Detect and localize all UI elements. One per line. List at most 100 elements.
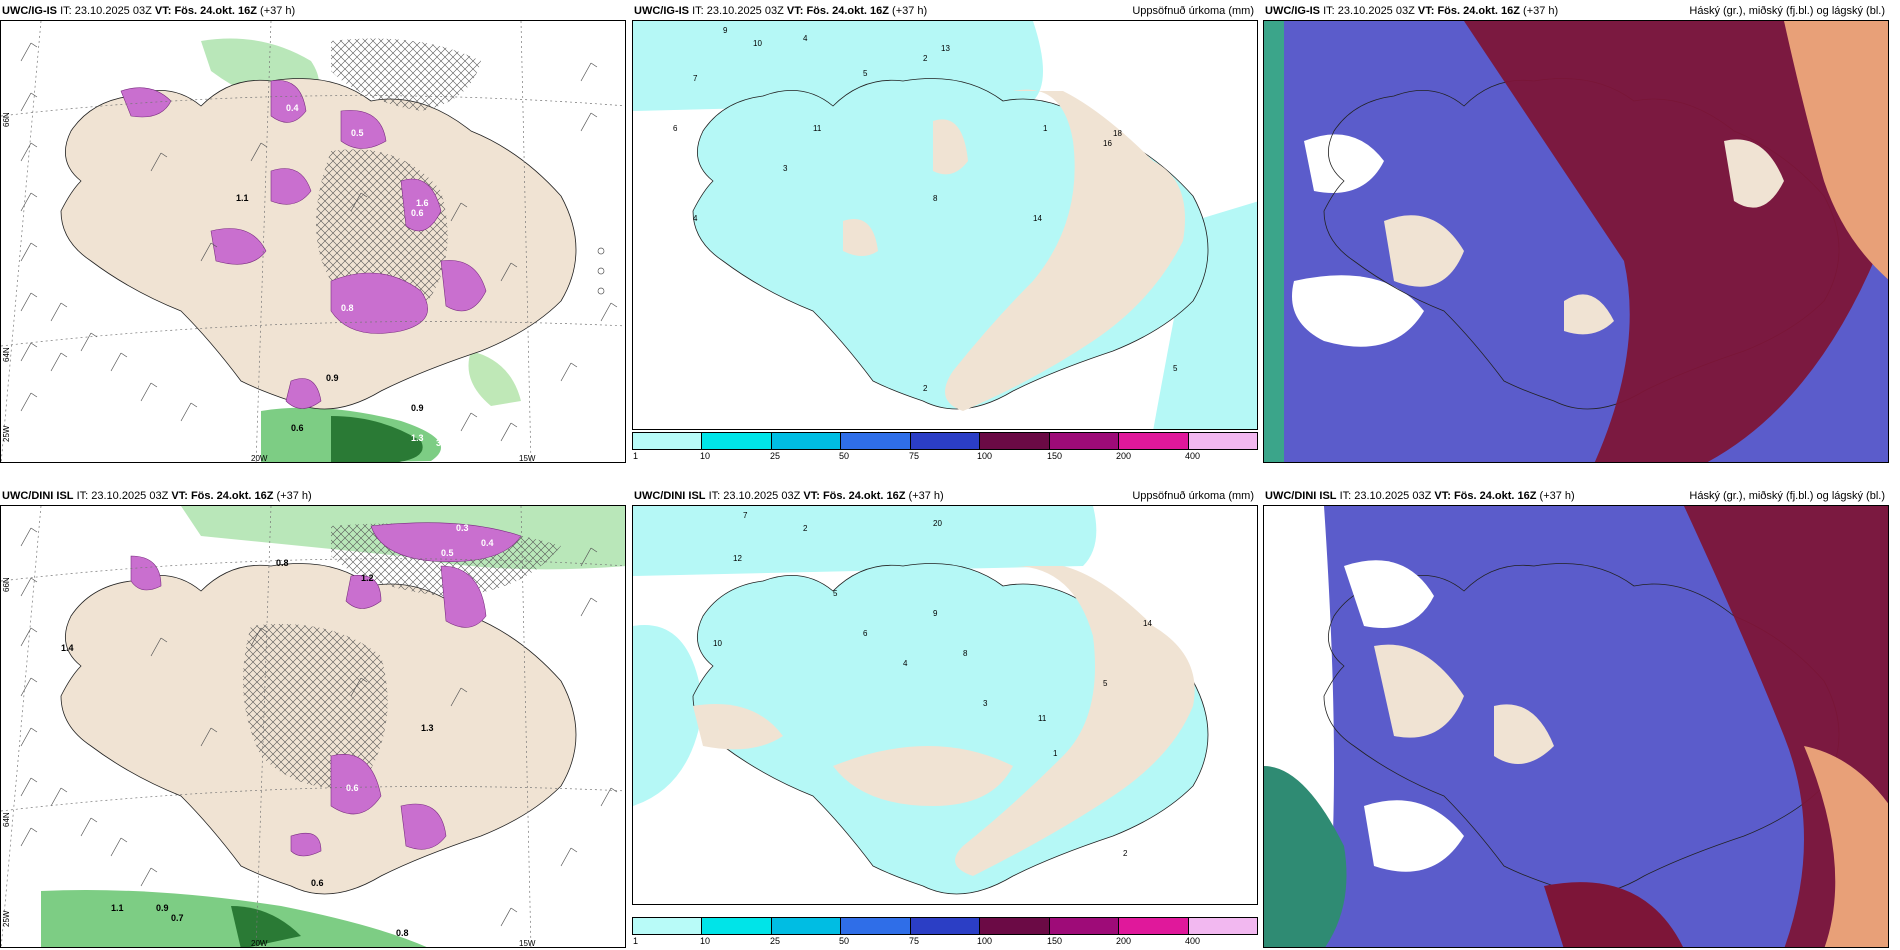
value-label: 1.3 (421, 723, 434, 733)
precip-colorbar: 1 10 25 50 75 100 150 200 400 (632, 917, 1258, 946)
precip-value: 6 (863, 629, 868, 638)
colorbar-label: 100 (977, 936, 993, 946)
precip-value: 7 (743, 511, 748, 520)
value-label: 0.9 (156, 903, 169, 913)
panel-bot-precip: UWC/DINI ISL IT: 23.10.2025 03Z VT: Fös.… (632, 485, 1258, 950)
value-label: 0.6 (311, 878, 324, 888)
colorbar-swatch (771, 433, 842, 449)
precip-value: 4 (903, 659, 908, 668)
value-label: 0.7 (171, 913, 184, 923)
value-label: 1.6 (416, 198, 429, 208)
precip-value: 13 (941, 44, 950, 53)
precip-value: 5 (1173, 364, 1178, 373)
colorbar-label: 75 (909, 451, 920, 461)
panel-top-wind: UWC/IG-IS IT: 23.10.2025 03Z VT: Fös. 24… (0, 0, 626, 465)
value-label: 3.6 (436, 438, 449, 448)
value-label: 0.6 (346, 783, 359, 793)
colorbar-swatch (1119, 918, 1189, 934)
lat-label: 64N (2, 347, 11, 362)
colorbar-swatch (1049, 918, 1120, 934)
colorbar-label: 25 (770, 936, 781, 946)
precip-value: 14 (1143, 619, 1152, 628)
lat-label: 64N (2, 812, 11, 827)
panel-title: UWC/IG-IS IT: 23.10.2025 03Z VT: Fös. 24… (634, 5, 928, 17)
colorbar-swatch (1188, 433, 1257, 449)
colorbar-label: 150 (1047, 451, 1063, 461)
colorbar-swatch (910, 918, 981, 934)
precip-colorbar: 1 10 25 50 75 100 150 200 400 (632, 432, 1258, 461)
colorbar-swatch (841, 433, 911, 449)
colorbar-label: 25 (770, 451, 781, 461)
value-label: 0.4 (481, 538, 494, 548)
precip-value: 2 (1123, 849, 1128, 858)
value-label: 0.8 (396, 928, 409, 938)
lat-label: 66N (2, 112, 11, 127)
precip-value: 2 (923, 54, 928, 63)
value-label: 0.3 (456, 523, 469, 533)
value-label: 0.6 (411, 208, 424, 218)
colorbar-label: 50 (839, 936, 850, 946)
value-label: 1.1 (236, 193, 249, 203)
value-label: 0.9 (411, 403, 424, 413)
lon-label: 25W (2, 425, 11, 442)
lon-label: 20W (251, 454, 268, 463)
panel-subtitle: Háský (gr.), miðský (fj.bl.) og lágský (… (1689, 490, 1885, 502)
precip-value: 20 (933, 519, 942, 528)
colorbar-swatch (841, 918, 911, 934)
colorbar-swatch (1119, 433, 1189, 449)
colorbar-swatch (771, 918, 842, 934)
precip-value: 8 (933, 194, 938, 203)
value-label: 0.8 (276, 558, 289, 568)
precip-value: 12 (733, 554, 742, 563)
value-label: 0.4 (286, 103, 299, 113)
colorbar-label: 10 (700, 451, 711, 461)
precip-map-bottom[interactable]: 2 7 20 12 10 5 6 4 3 1 11 14 9 8 5 2 (632, 505, 1258, 905)
precip-value: 6 (673, 124, 678, 133)
precip-map-top[interactable]: 9 10 4 13 7 6 5 2 3 8 11 14 16 18 1 4 5 … (632, 20, 1258, 430)
lon-label: 15W (519, 454, 536, 463)
wind-map-top[interactable]: 0.4 0.5 0.6 0.8 0.9 1.1 1.3 1.6 2.4 3.6 … (0, 20, 626, 463)
precip-value: 5 (863, 69, 868, 78)
precip-value: 9 (723, 26, 728, 35)
precip-value: 9 (933, 609, 938, 618)
colorbar-label: 400 (1185, 451, 1201, 461)
panel-subtitle: Háský (gr.), miðský (fj.bl.) og lágský (… (1689, 5, 1885, 17)
precip-value: 5 (833, 589, 838, 598)
colorbar-swatch (702, 918, 772, 934)
colorbar-swatch (633, 918, 703, 934)
panel-title: UWC/IG-IS IT: 23.10.2025 03Z VT: Fös. 24… (2, 5, 296, 17)
cloud-map-bottom[interactable] (1263, 505, 1889, 948)
precip-value: 4 (803, 34, 808, 43)
precip-value: 1 (1043, 124, 1048, 133)
panel-subtitle: Uppsöfnuð úrkoma (mm) (1132, 5, 1254, 17)
precip-value: 4 (693, 214, 698, 223)
colorbar-swatch (633, 433, 703, 449)
value-label: 0.8 (341, 303, 354, 313)
colorbar-swatch (1049, 433, 1120, 449)
panel-subtitle: Uppsöfnuð úrkoma (mm) (1132, 490, 1254, 502)
colorbar-swatch (1188, 918, 1257, 934)
precip-value: 8 (963, 649, 968, 658)
colorbar-label: 50 (839, 451, 850, 461)
panel-title: UWC/DINI ISL IT: 23.10.2025 03Z VT: Fös.… (1265, 490, 1575, 502)
lon-label: 15W (519, 939, 536, 948)
cloud-map-top[interactable] (1263, 20, 1889, 463)
wind-map-bottom[interactable]: 0.3 0.4 0.5 0.6 0.8 1.2 1.3 1.4 1.1 0.9 … (0, 505, 626, 948)
precip-value: 11 (1038, 714, 1047, 723)
colorbar-label: 75 (909, 936, 920, 946)
colorbar-swatch (910, 433, 981, 449)
precip-value: 3 (783, 164, 788, 173)
value-label: 0.9 (326, 373, 339, 383)
value-label: 0.5 (441, 548, 454, 558)
precip-value: 10 (753, 39, 762, 48)
value-label: 1.2 (361, 573, 374, 583)
precip-value: 3 (983, 699, 988, 708)
panel-top-cloud: UWC/IG-IS IT: 23.10.2025 03Z VT: Fös. 24… (1263, 0, 1889, 465)
panel-bot-wind: UWC/DINI ISL IT: 23.10.2025 03Z VT: Fös.… (0, 485, 626, 950)
precip-value: 16 (1103, 139, 1112, 148)
colorbar-label: 150 (1047, 936, 1063, 946)
colorbar-label: 1 (633, 936, 639, 946)
value-label: 0.6 (291, 423, 304, 433)
panel-bot-cloud: UWC/DINI ISL IT: 23.10.2025 03Z VT: Fös.… (1263, 485, 1889, 950)
lon-label: 20W (251, 939, 268, 948)
